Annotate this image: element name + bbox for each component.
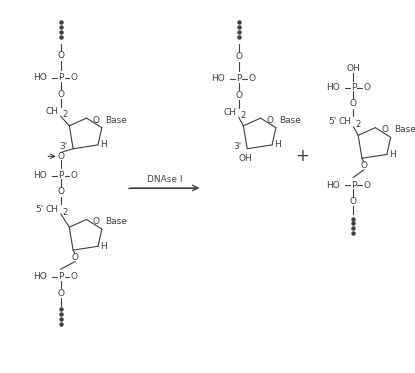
- Text: DNAse I: DNAse I: [147, 175, 183, 184]
- Text: 2: 2: [355, 120, 361, 129]
- Text: O: O: [57, 289, 64, 298]
- Text: 2: 2: [241, 111, 246, 120]
- Text: P: P: [351, 181, 356, 189]
- Text: P: P: [236, 74, 241, 84]
- Text: P: P: [58, 171, 63, 180]
- Text: CH: CH: [46, 107, 59, 116]
- Text: HO: HO: [34, 73, 47, 82]
- Text: H: H: [274, 140, 281, 150]
- Text: O: O: [57, 152, 64, 161]
- Text: OH: OH: [347, 64, 360, 73]
- Text: H: H: [389, 150, 396, 159]
- Text: 3': 3': [59, 142, 68, 151]
- Text: +: +: [296, 147, 310, 165]
- Text: O: O: [71, 253, 78, 262]
- Text: O: O: [381, 125, 388, 134]
- Text: HO: HO: [326, 83, 340, 92]
- Text: OH: OH: [238, 154, 252, 163]
- Text: O: O: [249, 74, 256, 84]
- Text: O: O: [93, 116, 100, 125]
- Text: HO: HO: [212, 74, 225, 84]
- Text: O: O: [267, 116, 273, 125]
- Text: CH: CH: [224, 108, 237, 117]
- Text: 2: 2: [63, 208, 68, 217]
- Text: HO: HO: [34, 272, 47, 281]
- Text: O: O: [235, 52, 242, 62]
- Text: O: O: [93, 217, 100, 226]
- Text: P: P: [58, 73, 63, 82]
- Text: HO: HO: [326, 181, 340, 189]
- Text: O: O: [57, 51, 64, 60]
- Text: 5': 5': [35, 206, 44, 214]
- Text: O: O: [71, 171, 78, 180]
- Text: O: O: [57, 90, 64, 99]
- Text: O: O: [363, 83, 370, 92]
- Text: O: O: [71, 272, 78, 281]
- Text: O: O: [350, 99, 357, 108]
- Text: 5': 5': [328, 117, 336, 126]
- Text: O: O: [57, 187, 64, 196]
- Text: Base: Base: [279, 116, 301, 125]
- Text: Base: Base: [105, 217, 127, 226]
- Text: CH: CH: [339, 117, 352, 126]
- Text: O: O: [360, 162, 367, 170]
- Text: H: H: [100, 242, 107, 251]
- Text: H: H: [100, 140, 107, 150]
- Text: P: P: [351, 83, 356, 92]
- Text: P: P: [58, 272, 63, 281]
- Text: HO: HO: [34, 171, 47, 180]
- Text: Base: Base: [105, 116, 127, 125]
- Text: Base: Base: [394, 125, 415, 134]
- Text: O: O: [71, 73, 78, 82]
- Text: O: O: [350, 197, 357, 206]
- Text: O: O: [235, 91, 242, 100]
- Text: 3': 3': [234, 142, 242, 151]
- Text: 2: 2: [63, 110, 68, 119]
- Text: O: O: [363, 181, 370, 189]
- Text: CH: CH: [46, 206, 59, 214]
